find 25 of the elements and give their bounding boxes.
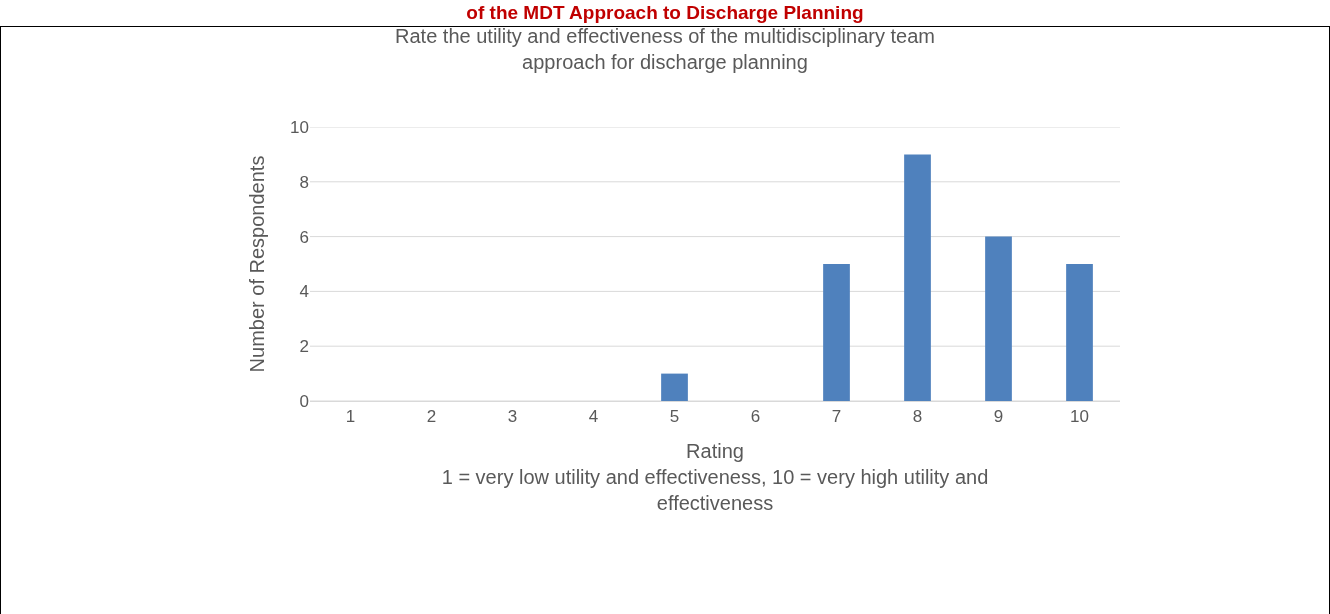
chart-title: Rate the utility and effectiveness of the multidisciplinary team approach for discharge planning [395,24,935,73]
x-tick-label: 8 [912,407,923,427]
y-tick-label: 8 [299,172,309,192]
bar [661,373,688,401]
text: of the MDT Approach to Discharge Planning [465,2,865,24]
y-tick-label: 10 [290,117,309,137]
x-tick-label: 5 [669,407,680,427]
y-axis-title: Number of Respondents [245,155,268,373]
y-tick-label: 2 [299,337,309,357]
x-axis-title: Rating 1 = very low utility and effectiveness, 10 = very high utility and effectiveness [441,439,989,514]
y-tick-label: 0 [299,391,309,411]
bar [823,264,850,401]
x-tick-label: 6 [750,407,761,427]
x-tick-label: 2 [426,407,437,427]
x-tick-label: 1 [345,407,356,427]
bar [985,236,1012,401]
x-tick-label: 4 [588,407,599,427]
bar [1066,264,1093,401]
x-tick-label: 7 [831,407,842,427]
x-tick-label: 3 [507,407,518,427]
bar [904,154,931,401]
y-tick-label: 6 [299,227,309,247]
x-tick-label: 10 [1070,407,1089,427]
x-tick-label: 9 [993,407,1004,427]
y-tick-label: 4 [299,282,309,302]
